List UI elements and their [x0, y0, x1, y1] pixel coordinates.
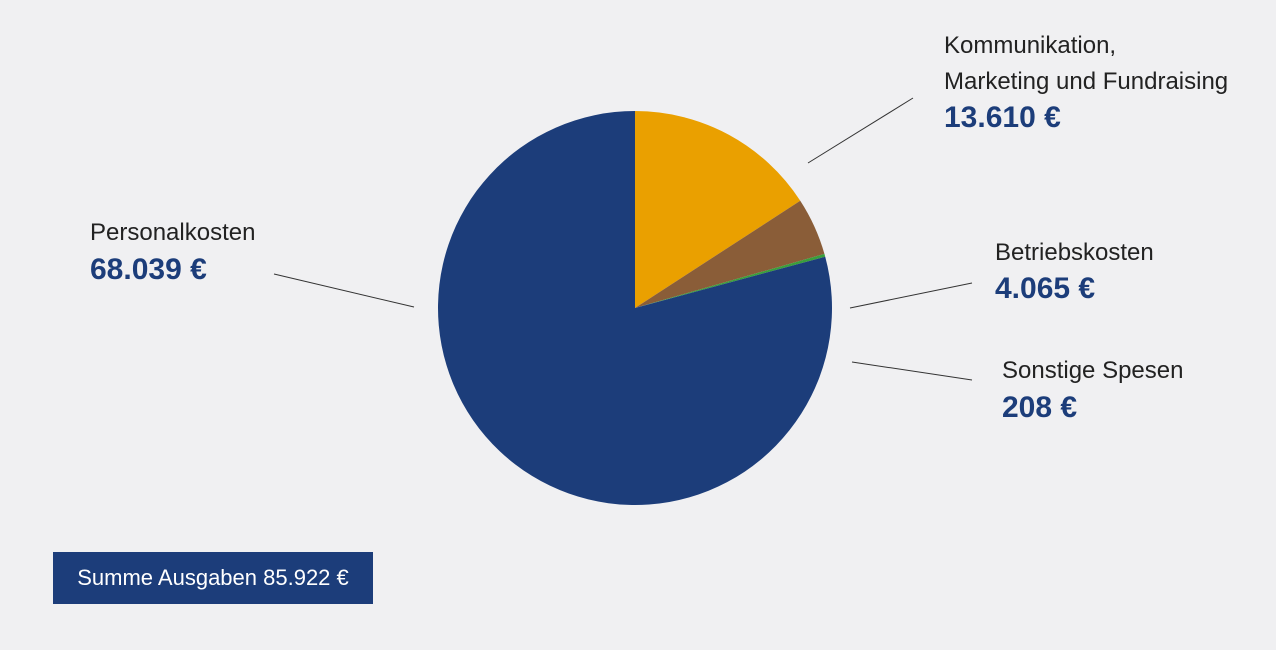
value-label: 68.039 €: [90, 253, 207, 286]
value-label: 4.065 €: [995, 272, 1096, 305]
pie-slice: [635, 253, 826, 308]
leader-line: [273, 273, 415, 308]
value-label: 208 €: [1002, 391, 1078, 424]
pie-slice: [635, 200, 825, 308]
leader-line: [849, 282, 973, 309]
value-label: 13.610 €: [944, 101, 1061, 134]
total-label: Summe Ausgaben 85.922 €: [53, 552, 373, 604]
category-label: Kommunikation, Marketing und Fundraising: [944, 32, 1229, 95]
pie-slice: [635, 111, 801, 308]
category-label: Betriebskosten: [995, 239, 1154, 266]
leader-line: [807, 97, 914, 164]
leader-lines: [273, 97, 973, 381]
category-label: Sonstige Spesen: [1002, 357, 1184, 384]
pie-slice: [438, 111, 832, 505]
leader-line: [851, 361, 973, 381]
category-label: Personalkosten: [90, 219, 256, 246]
